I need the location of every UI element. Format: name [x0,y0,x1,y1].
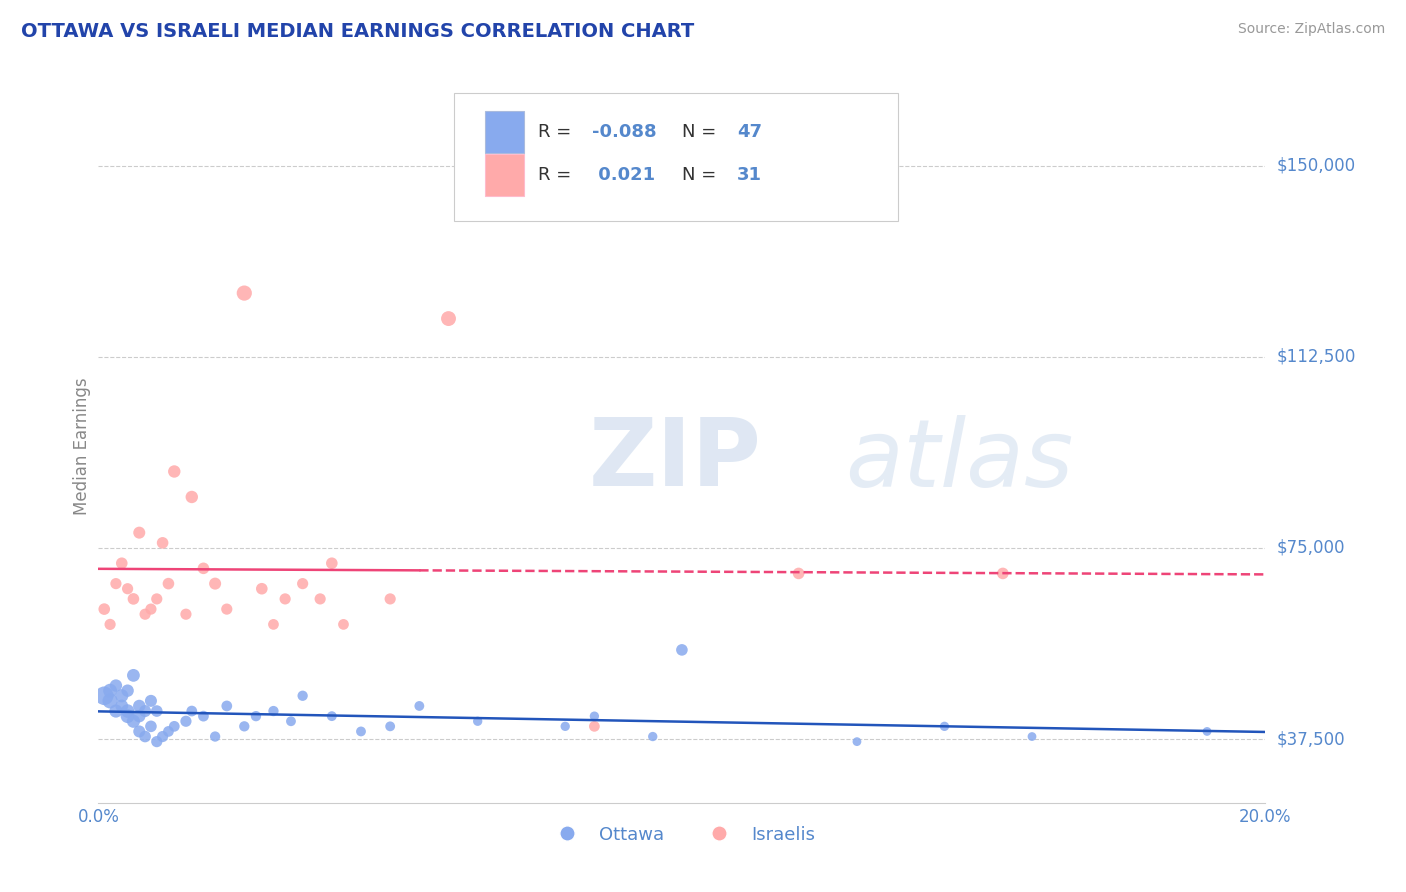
Point [174,714,197,729]
Text: Source: ZipAtlas.com: Source: ZipAtlas.com [1237,22,1385,37]
Point [134,704,156,718]
Point [146,704,169,718]
Point [467,714,489,729]
Point [437,311,460,326]
Point [291,576,314,591]
Point [157,576,180,591]
Point [117,582,139,596]
Point [215,602,238,616]
Point [104,704,127,718]
Point [152,730,174,744]
Text: -0.088: -0.088 [592,123,657,141]
Point [193,709,215,723]
Point [139,694,162,708]
Point [122,591,145,606]
Point [291,689,314,703]
Point [98,683,121,698]
Point [117,683,139,698]
FancyBboxPatch shape [485,111,524,153]
Point [139,602,162,616]
Point [309,591,332,606]
Y-axis label: Median Earnings: Median Earnings [73,377,91,515]
Text: N =: N = [682,123,721,141]
Point [93,689,115,703]
Point [146,734,169,748]
FancyBboxPatch shape [454,93,898,221]
Point [321,709,343,723]
Point [846,734,869,748]
Point [163,719,186,733]
Text: $150,000: $150,000 [1277,157,1355,175]
Point [262,617,284,632]
Point [104,576,127,591]
Point [934,719,956,733]
Text: atlas: atlas [845,415,1074,506]
Point [134,730,156,744]
Point [157,724,180,739]
Text: $75,000: $75,000 [1277,539,1346,557]
Point [233,719,256,733]
Point [174,607,197,622]
Point [128,709,150,723]
Point [180,704,202,718]
Point [111,556,134,570]
Point [380,591,402,606]
Point [280,714,302,729]
Point [163,465,186,479]
Point [111,689,134,703]
Point [128,525,150,540]
Point [583,719,606,733]
Point [134,607,156,622]
Point [152,536,174,550]
Point [274,591,297,606]
Point [250,582,273,596]
Point [671,643,693,657]
Point [122,714,145,729]
Point [180,490,202,504]
Point [204,730,226,744]
Point [146,591,169,606]
Point [117,709,139,723]
Point [408,698,430,713]
Point [321,556,343,570]
Text: 0.021: 0.021 [592,166,655,184]
Point [98,617,121,632]
Text: 31: 31 [737,166,762,184]
Point [122,668,145,682]
Point [1195,724,1218,739]
Point [641,730,664,744]
Legend: Ottawa, Israelis: Ottawa, Israelis [541,819,823,851]
Text: N =: N = [682,166,721,184]
FancyBboxPatch shape [485,153,524,196]
Text: ZIP: ZIP [589,414,762,507]
Point [245,709,267,723]
Point [554,719,576,733]
Text: 47: 47 [737,123,762,141]
Point [93,602,115,616]
Point [128,698,150,713]
Text: R =: R = [538,123,578,141]
Point [215,698,238,713]
Text: OTTAWA VS ISRAELI MEDIAN EARNINGS CORRELATION CHART: OTTAWA VS ISRAELI MEDIAN EARNINGS CORREL… [21,22,695,41]
Point [193,561,215,575]
Point [111,698,134,713]
Point [128,724,150,739]
Point [98,694,121,708]
Point [104,679,127,693]
Point [204,576,226,591]
Point [350,724,373,739]
Point [117,704,139,718]
Point [139,719,162,733]
Point [991,566,1014,581]
Text: $112,500: $112,500 [1277,348,1355,366]
Point [1021,730,1043,744]
Text: $37,500: $37,500 [1277,730,1346,748]
Point [583,709,606,723]
Text: R =: R = [538,166,578,184]
Point [380,719,402,733]
Point [787,566,810,581]
Point [332,617,354,632]
Point [233,286,256,301]
Point [262,704,284,718]
